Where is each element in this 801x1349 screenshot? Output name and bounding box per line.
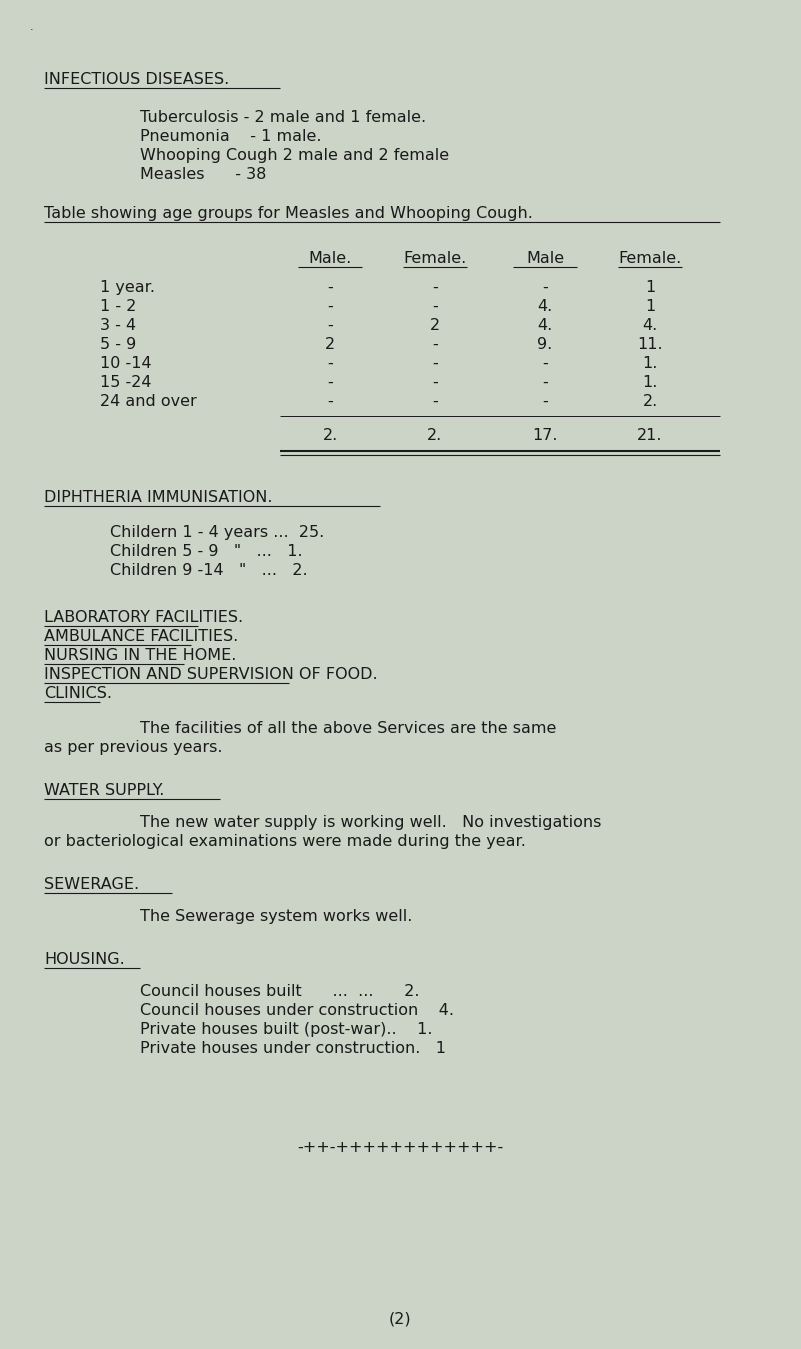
Text: 2: 2	[430, 318, 440, 333]
Text: INFECTIOUS DISEASES.: INFECTIOUS DISEASES.	[44, 71, 229, 86]
Text: -: -	[432, 281, 438, 295]
Text: 4.: 4.	[537, 299, 553, 314]
Text: Children 5 - 9   "   ...   1.: Children 5 - 9 " ... 1.	[110, 544, 303, 558]
Text: -: -	[432, 337, 438, 352]
Text: The facilities of all the above Services are the same: The facilities of all the above Services…	[140, 720, 557, 737]
Text: WATER SUPPLY.: WATER SUPPLY.	[44, 782, 164, 799]
Text: as per previous years.: as per previous years.	[44, 741, 223, 755]
Text: Female.: Female.	[618, 251, 682, 266]
Text: Private houses built (post-war)..    1.: Private houses built (post-war).. 1.	[140, 1023, 433, 1037]
Text: Private houses under construction.   1: Private houses under construction. 1	[140, 1041, 446, 1056]
Text: 17.: 17.	[532, 428, 557, 442]
Text: 5 - 9: 5 - 9	[100, 337, 136, 352]
Text: Table showing age groups for Measles and Whooping Cough.: Table showing age groups for Measles and…	[44, 206, 533, 221]
Text: 21.: 21.	[638, 428, 662, 442]
Text: 1 year.: 1 year.	[100, 281, 155, 295]
Text: 1.: 1.	[642, 375, 658, 390]
Text: SEWERAGE.: SEWERAGE.	[44, 877, 139, 892]
Text: Male.: Male.	[308, 251, 352, 266]
Text: 4.: 4.	[537, 318, 553, 333]
Text: -: -	[327, 299, 333, 314]
Text: Female.: Female.	[404, 251, 467, 266]
Text: -: -	[327, 394, 333, 409]
Text: Council houses under construction    4.: Council houses under construction 4.	[140, 1004, 454, 1018]
Text: Tuberculosis - 2 male and 1 female.: Tuberculosis - 2 male and 1 female.	[140, 111, 426, 125]
Text: -: -	[542, 281, 548, 295]
Text: -: -	[542, 375, 548, 390]
Text: -: -	[432, 375, 438, 390]
Text: Council houses built      ...  ...      2.: Council houses built ... ... 2.	[140, 983, 420, 1000]
Text: -: -	[432, 299, 438, 314]
Text: -++-++++++++++++-: -++-++++++++++++-	[297, 1140, 503, 1155]
Text: -: -	[327, 375, 333, 390]
Text: Whooping Cough 2 male and 2 female: Whooping Cough 2 male and 2 female	[140, 148, 449, 163]
Text: 1: 1	[645, 281, 655, 295]
Text: 1: 1	[645, 299, 655, 314]
Text: DIPHTHERIA IMMUNISATION.: DIPHTHERIA IMMUNISATION.	[44, 490, 272, 505]
Text: The Sewerage system works well.: The Sewerage system works well.	[140, 909, 413, 924]
Text: -: -	[327, 318, 333, 333]
Text: 11.: 11.	[637, 337, 662, 352]
Text: 24 and over: 24 and over	[100, 394, 197, 409]
Text: 3 - 4: 3 - 4	[100, 318, 136, 333]
Text: -: -	[542, 356, 548, 371]
Text: -: -	[542, 394, 548, 409]
Text: 2.: 2.	[428, 428, 443, 442]
Text: AMBULANCE FACILITIES.: AMBULANCE FACILITIES.	[44, 629, 238, 643]
Text: 2: 2	[325, 337, 335, 352]
Text: NURSING IN THE HOME.: NURSING IN THE HOME.	[44, 648, 236, 662]
Text: LABORATORY FACILITIES.: LABORATORY FACILITIES.	[44, 610, 244, 625]
Text: CLINICS.: CLINICS.	[44, 687, 112, 701]
Text: 10 -14: 10 -14	[100, 356, 151, 371]
Text: -: -	[432, 356, 438, 371]
Text: Children 9 -14   "   ...   2.: Children 9 -14 " ... 2.	[110, 563, 308, 577]
Text: (2): (2)	[388, 1311, 411, 1326]
Text: 1.: 1.	[642, 356, 658, 371]
Text: -: -	[432, 394, 438, 409]
Text: -: -	[327, 281, 333, 295]
Text: Pneumonia    - 1 male.: Pneumonia - 1 male.	[140, 130, 321, 144]
Text: Childern 1 - 4 years ...  25.: Childern 1 - 4 years ... 25.	[110, 525, 324, 540]
Text: Measles      - 38: Measles - 38	[140, 167, 267, 182]
Text: 9.: 9.	[537, 337, 553, 352]
Text: HOUSING.: HOUSING.	[44, 952, 125, 967]
Text: .: .	[30, 22, 34, 32]
Text: 2.: 2.	[322, 428, 338, 442]
Text: INSPECTION AND SUPERVISION OF FOOD.: INSPECTION AND SUPERVISION OF FOOD.	[44, 666, 377, 683]
Text: Male: Male	[526, 251, 564, 266]
Text: or bacteriological examinations were made during the year.: or bacteriological examinations were mad…	[44, 834, 526, 849]
Text: The new water supply is working well.   No investigations: The new water supply is working well. No…	[140, 815, 602, 830]
Text: 1 - 2: 1 - 2	[100, 299, 136, 314]
Text: 4.: 4.	[642, 318, 658, 333]
Text: 2.: 2.	[642, 394, 658, 409]
Text: 15 -24: 15 -24	[100, 375, 151, 390]
Text: -: -	[327, 356, 333, 371]
